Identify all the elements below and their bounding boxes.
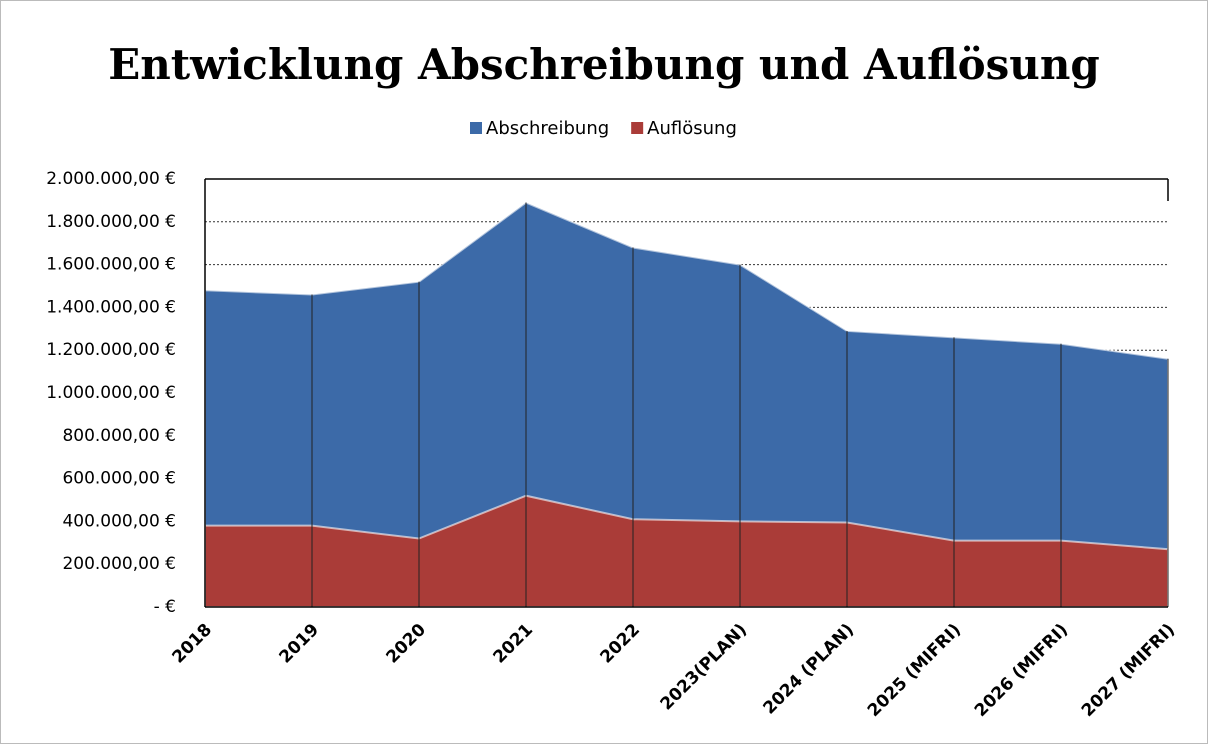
legend-swatch [631, 122, 644, 134]
y-tick-label: 800.000,00 € [62, 426, 176, 446]
y-tick-label: 1.800.000,00 € [46, 212, 176, 232]
y-tick-label: - € [154, 597, 176, 617]
legend-swatch [470, 122, 482, 134]
y-tick-label: 600.000,00 € [62, 469, 176, 489]
y-tick-label: 1.600.000,00 € [46, 255, 176, 275]
legend-label: Auflösung [647, 118, 737, 139]
y-tick-label: 200.000,00 € [62, 554, 176, 574]
y-tick-label: 400.000,00 € [62, 511, 176, 531]
y-tick-label: 1.000.000,00 € [46, 383, 176, 403]
legend-label: Abschreibung [486, 118, 609, 139]
y-tick-label: 1.400.000,00 € [46, 297, 176, 317]
y-tick-label: 1.200.000,00 € [46, 340, 176, 360]
y-tick-label: 2.000.000,00 € [46, 169, 176, 189]
chart-title: Entwicklung Abschreibung und Auflösung [108, 40, 1100, 89]
